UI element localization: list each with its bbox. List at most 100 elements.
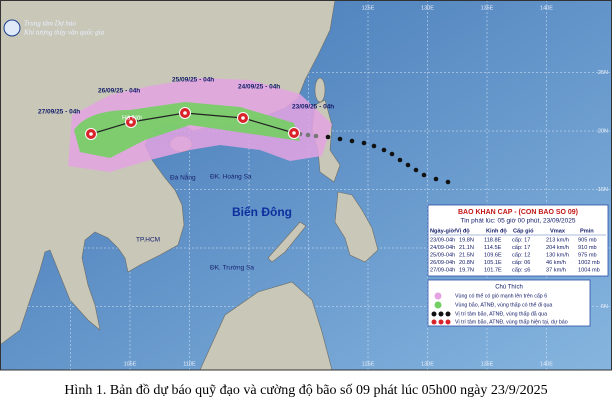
forecast-label: 24/09/25 - 04h — [238, 84, 280, 91]
table-cell: cấp: 17 — [512, 245, 530, 251]
table-cell: 21.1N — [459, 245, 474, 251]
forecast-label: 25/09/25 - 04h — [172, 77, 214, 84]
past-position — [305, 132, 311, 138]
table-header: Kinh độ — [486, 228, 507, 234]
info-subtitle: Tin phát lúc: 05 giờ 00 phút, 23/09/2025 — [461, 218, 576, 225]
table-cell: 910 mb — [578, 245, 597, 251]
forecast-label: 27/09/25 - 04h — [38, 109, 80, 116]
past-position — [337, 136, 343, 142]
legend-icon — [431, 311, 451, 317]
sea-name: Biển Đông — [232, 205, 292, 219]
table-header: Pmin — [580, 228, 594, 234]
table-cell: cấp: 12 — [512, 252, 530, 258]
legend-item: Vùng có thể có gió mạnh lên trên cấp 6 — [455, 292, 547, 299]
lon-label: 125E — [362, 361, 375, 367]
table-cell: 130 km/h — [546, 252, 569, 258]
table-cell: 1004 mb — [578, 267, 600, 273]
table-cell: 24/09-04h — [430, 245, 455, 251]
past-position — [397, 157, 403, 163]
storm-eye — [129, 120, 133, 124]
past-position — [313, 133, 319, 139]
storm-eye — [241, 116, 245, 120]
place: ĐK. Trường Sa — [210, 265, 254, 272]
legend-title: Chú Thích — [495, 285, 523, 291]
table-cell: cấp: ≤6 — [512, 267, 530, 273]
table-cell: 19.7N — [459, 267, 474, 273]
header-line: Khí tượng thủy văn quốc gia — [23, 29, 105, 37]
lat-label: 25N — [598, 70, 608, 76]
table-cell: 101.7E — [484, 267, 502, 273]
header-line: Trung tâm Dự báo — [24, 20, 76, 28]
table-cell: 213 km/h — [546, 237, 569, 243]
past-position — [349, 138, 355, 144]
table-header: Vmax — [550, 228, 566, 234]
table-cell: 204 km/h — [546, 245, 569, 251]
past-position — [421, 172, 427, 178]
table-cell: 19.8N — [459, 237, 474, 243]
table-cell: cấp: 17 — [512, 237, 530, 243]
place: Hà Nội — [122, 115, 142, 122]
forecast-label: 23/09/25 - 04h — [292, 104, 334, 111]
lon-label: 105E — [124, 361, 137, 367]
table-cell: 25/09-04h — [430, 252, 455, 258]
table-header: Ngày-giờ/Vị độ — [430, 228, 470, 234]
caption: Hình 1. Bản đồ dự báo quỹ đạo và cường đ… — [64, 383, 547, 398]
forecast-points — [85, 107, 300, 140]
legend-icon — [434, 301, 442, 309]
table-cell: 905 mb — [578, 237, 597, 243]
past-position — [389, 151, 395, 157]
storm-eye — [292, 131, 296, 135]
info-box — [427, 204, 609, 277]
table-cell: 23/09-04h — [430, 237, 455, 243]
table-cell: 26/09-04h — [430, 260, 455, 266]
past-position — [381, 147, 387, 153]
lon-label: 130E — [421, 5, 434, 11]
storm-eye — [183, 111, 187, 115]
table-cell: 27/09-04h — [430, 267, 455, 273]
place: Đà Nẵng — [170, 173, 196, 182]
past-position — [433, 176, 439, 182]
legend-item: Vị trí tâm bão, ATNĐ, vùng thấp hiện tại… — [455, 319, 568, 325]
table-cell: 20.8N — [459, 260, 474, 266]
table-cell: 46 km/h — [546, 260, 566, 266]
lon-label: 135E — [481, 5, 494, 11]
lat-label: 5N — [601, 304, 608, 310]
table-cell: 114.5E — [484, 245, 502, 251]
past-position — [405, 162, 411, 168]
table-cell: 109.6E — [484, 252, 502, 258]
lon-label: 125E — [362, 5, 375, 11]
lon-label: 130E — [421, 361, 434, 367]
legend-box — [427, 279, 591, 327]
place: ĐK. Hoàng Sa — [210, 174, 252, 181]
legend-item: Vị trí tâm bão, ATNĐ, vùng thấp đã qua — [455, 311, 547, 317]
place: TP.HCM — [136, 237, 160, 244]
table-cell: 975 mb — [578, 252, 597, 258]
past-track — [297, 131, 451, 185]
legend-item: Vùng bão, ATNĐ, vùng thấp có thể đi qua — [455, 301, 552, 308]
table-cell: 21.5N — [459, 252, 474, 258]
lon-label: 135E — [481, 361, 494, 367]
past-position — [445, 179, 451, 185]
logo — [3, 19, 21, 37]
lat-label: 15N — [598, 187, 608, 193]
storm-eye — [89, 132, 93, 136]
lon-label: 140E — [540, 361, 553, 367]
table-cell: 118.8E — [484, 237, 502, 243]
table-cell: 105.1E — [484, 260, 502, 266]
past-position — [361, 140, 367, 146]
lon-label: 110E — [183, 361, 196, 367]
legend-icon — [431, 319, 451, 325]
past-position — [325, 134, 331, 140]
info-title: BAO KHAN CAP - (CON BAO SO 09) — [458, 209, 578, 216]
forecast-label: 26/09/25 - 04h — [98, 88, 140, 95]
lat-label: 20N — [598, 128, 608, 134]
table-cell: cấp: 06 — [512, 260, 530, 266]
past-position — [371, 143, 377, 149]
table-cell: 1002 mb — [578, 260, 600, 266]
legend-icon — [434, 292, 442, 300]
past-position — [413, 167, 419, 173]
table-header: Cấp gió — [513, 227, 534, 234]
lon-label: 140E — [540, 5, 553, 11]
table-cell: 37 km/h — [546, 267, 566, 273]
